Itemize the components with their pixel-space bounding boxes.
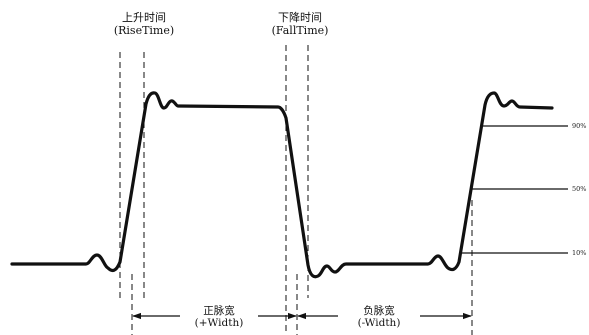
- fall-time-label-en: (FallTime): [271, 23, 329, 37]
- rise-time-label: 上升时间 (RiseTime): [104, 11, 184, 37]
- pulse-waveform: [10, 91, 554, 279]
- positive-width-label-en: (+Width): [194, 317, 244, 330]
- positive-width-label-zh: 正脉宽: [203, 305, 235, 317]
- fall-time-label-zh: 下降时间: [278, 11, 322, 24]
- rise-time-label-zh: 上升时间: [122, 11, 166, 24]
- rise-time-label-en: (RiseTime): [113, 23, 175, 37]
- positive-width-label-bg: [180, 303, 258, 335]
- level-90-label: 90%: [572, 122, 587, 130]
- negative-width-label-en: (-Width): [357, 317, 401, 330]
- negative-width-label-bg: [338, 303, 420, 335]
- positive-width-label: 正脉宽 (+Width): [180, 305, 258, 329]
- negative-width-label: 负脉宽 (-Width): [338, 305, 420, 329]
- level-10-label: 10%: [572, 249, 587, 257]
- fall-time-label: 下降时间 (FallTime): [260, 11, 340, 37]
- level-50-label: 50%: [572, 185, 587, 193]
- negative-width-label-zh: 负脉宽: [363, 305, 395, 317]
